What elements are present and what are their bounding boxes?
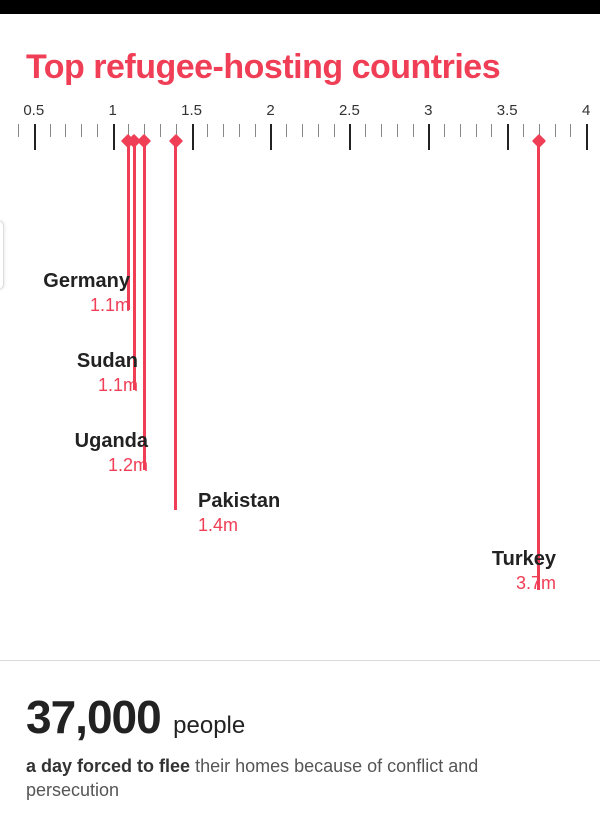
axis-tick-minor [334,124,335,137]
axis-tick-minor [223,124,224,137]
country-name: Sudan [0,350,138,373]
country-name: Pakistan [198,490,280,513]
axis-tick-major [270,124,272,150]
axis-tick-minor [381,124,382,137]
country-label-block: Uganda1.2m [0,430,148,476]
infographic-frame: Top refugee-hosting countries 0.5 1 1.5 2 2.… [0,0,600,835]
axis-tick-major [349,124,351,150]
axis-tick-minor [570,124,571,137]
country-label-block: Turkey3.7m [396,548,556,594]
axis-tick-minor [491,124,492,137]
axis-tick-major [113,124,115,150]
country-label-block: Sudan1.1m [0,350,138,396]
country-value: 1.2m [0,455,148,476]
country-label-block: Pakistan1.4m [198,490,280,536]
country-value: 3.7m [396,573,556,594]
stat-unit: people [173,712,245,739]
axis-tick-minor [286,124,287,137]
axis-tick-minor [160,124,161,137]
axis-tick-minor [255,124,256,137]
axis-labels-row: 0.5 1 1.5 2 2.5 3 3.5 4 [0,102,600,122]
chart-title: Top refugee-hosting countries [26,48,500,87]
axis-ruler [0,124,600,154]
data-stem [174,141,177,510]
country-name: Uganda [0,430,148,453]
stat-number: 37,000 [26,691,161,743]
axis-tick-label: 2.5 [339,102,360,119]
section-divider [0,660,600,661]
country-value: 1.1m [0,295,130,316]
axis-tick-label: 1.5 [181,102,202,119]
axis-tick-label: 0.5 [23,102,44,119]
axis-tick-minor [444,124,445,137]
country-name: Turkey [396,548,556,571]
axis-tick-minor [523,124,524,137]
axis-tick-label: 2 [266,102,274,119]
country-label-block: Germany1.1m [0,270,130,316]
stat-block: 37,000 people a day forced to flee their… [26,690,574,803]
axis-tick-label: 3 [424,102,432,119]
axis-tick-minor [239,124,240,137]
axis-tick-major [34,124,36,150]
axis-tick-major [428,124,430,150]
axis-tick-minor [50,124,51,137]
top-black-bar [0,0,600,14]
data-stem [143,141,146,470]
axis-tick-minor [302,124,303,137]
axis-tick-minor [318,124,319,137]
axis-tick-minor [81,124,82,137]
axis-tick-minor [97,124,98,137]
stat-description: a day forced to flee their homes because… [26,754,574,803]
axis-tick-major [192,124,194,150]
axis-tick-label: 3.5 [497,102,518,119]
axis-tick-minor [476,124,477,137]
axis-tick-minor [65,124,66,137]
country-value: 1.4m [198,515,280,536]
axis-tick-minor [18,124,19,137]
axis-tick-minor [460,124,461,137]
axis-tick-label: 1 [109,102,117,119]
country-name: Germany [0,270,130,293]
stat-desc-bold: a day forced to flee [26,756,190,776]
data-stem [537,141,540,590]
country-value: 1.1m [0,375,138,396]
axis-tick-label: 4 [582,102,590,119]
axis-tick-major [507,124,509,150]
axis-tick-minor [365,124,366,137]
axis-tick-minor [555,124,556,137]
axis-tick-major [586,124,588,150]
axis-tick-minor [397,124,398,137]
axis-tick-minor [207,124,208,137]
axis-tick-minor [413,124,414,137]
